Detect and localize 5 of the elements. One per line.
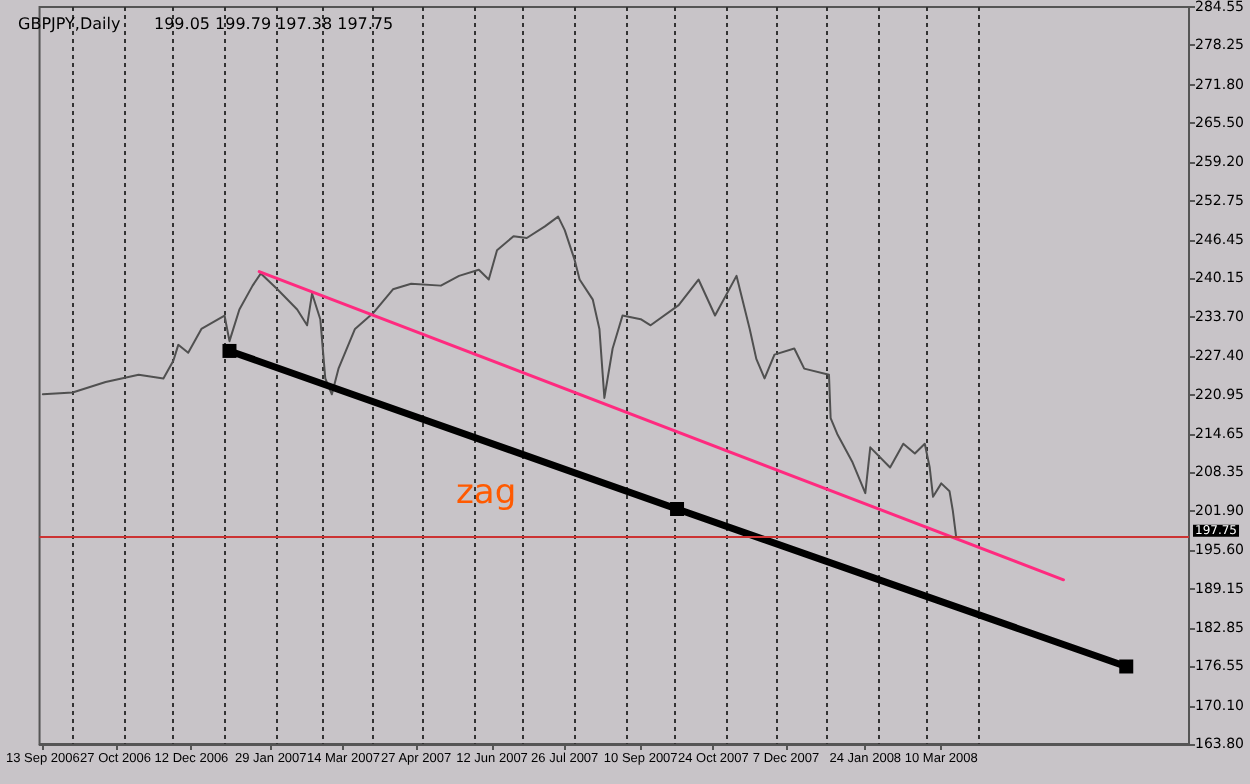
annotation: zag (456, 473, 517, 513)
point (1119, 659, 1134, 674)
point (222, 343, 237, 358)
point (670, 502, 685, 517)
text: 199.05 199.79 197.38 197.75 (154, 15, 394, 33)
